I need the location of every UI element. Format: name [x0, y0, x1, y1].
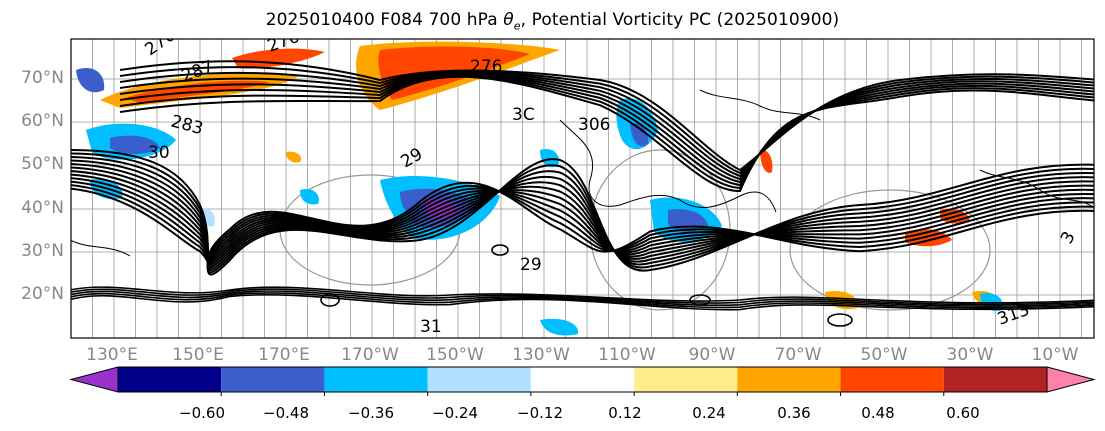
lon-label: 90°W [688, 345, 736, 365]
colorbar-tick-label: −0.24 [432, 404, 478, 422]
lat-label: 50°N [21, 154, 64, 174]
colorbar-swatch [221, 367, 325, 392]
coastline-asia [71, 239, 131, 257]
grey-contour [789, 189, 991, 311]
colorbar-tick-label: 0.60 [946, 404, 980, 422]
colorbar-swatch [634, 367, 738, 392]
lon-label: 110°W [598, 345, 656, 365]
theta-e-contour [119, 73, 1094, 184]
lon-label: 30°W [946, 345, 994, 365]
theta-e-closed-contour [827, 313, 853, 327]
theta-e-contour [119, 72, 1094, 181]
colorbar-tick-label: 0.24 [692, 404, 726, 422]
lat-label: 70°N [21, 68, 64, 88]
coastline-north-america [559, 119, 777, 213]
colorbar-extend-high [1046, 366, 1096, 393]
lat-label: 60°N [21, 111, 64, 131]
lon-label: 170°W [341, 345, 399, 365]
lon-label: 50°W [860, 345, 908, 365]
theta-e-contour [119, 75, 1094, 193]
colorbar-tick-label: −0.36 [348, 404, 394, 422]
theta-e-contour [71, 286, 1094, 304]
shade-negative-strong [110, 135, 160, 154]
theta-e-contour [71, 290, 1094, 307]
theta-e-contour [71, 294, 1094, 311]
lon-label: 150°E [172, 345, 224, 365]
colorbar-tick-label: −0.48 [263, 404, 309, 422]
shade-negative [540, 318, 579, 336]
shade-positive-strong [232, 48, 325, 69]
shade-positive [286, 151, 302, 163]
theta-e-contour [119, 71, 1094, 178]
contour-label: 276 [470, 57, 502, 77]
colorbar-tick-label: 0.48 [861, 404, 895, 422]
shade-negative [300, 188, 319, 205]
colorbar-swatch [118, 367, 222, 392]
theta-e-contour [71, 292, 1094, 309]
theta-e-contour [71, 288, 1094, 306]
theta-e-contour [119, 66, 1094, 175]
shade-negative-strong [630, 123, 649, 147]
colorbar-tick-label: −0.60 [179, 404, 225, 422]
lat-label: 40°N [21, 198, 64, 218]
colorbar-tick-label: 0.36 [777, 404, 811, 422]
contour-label: 29 [520, 255, 542, 275]
lon-label: 10°W [1031, 345, 1079, 365]
shade-positive-strong [760, 149, 773, 173]
colorbar [69, 366, 1096, 396]
contour-label: 3C [512, 105, 535, 125]
colorbar-frame [117, 366, 1048, 393]
colorbar-tick-label: 0.12 [608, 404, 642, 422]
colorbar-swatch [324, 367, 428, 392]
shade-negative [76, 68, 105, 93]
colorbar-tick-label: −0.12 [517, 404, 563, 422]
colorbar-swatch [840, 367, 944, 392]
coastlines [71, 89, 1094, 257]
lat-label: 30°N [21, 241, 64, 261]
lon-label: 130°W [512, 345, 570, 365]
map-title: 2025010400 F084 700 hPa θe, Potential Vo… [265, 10, 840, 33]
colorbar-swatch [737, 367, 841, 392]
theta-e-contour [71, 181, 1094, 264]
coastline-arctic [699, 89, 821, 121]
colorbar-swatch [530, 367, 635, 392]
theta-e-contours [71, 60, 1094, 327]
colorbar-swatch [427, 367, 531, 392]
contour-label: 306 [578, 115, 610, 135]
theta-e-contour [119, 74, 1094, 187]
theta-e-contour [119, 60, 1094, 172]
map-frame [70, 38, 1095, 339]
colorbar-swatch [943, 367, 1047, 392]
lat-label: 20°N [21, 284, 64, 304]
theta-e-contour [119, 74, 1094, 190]
theta-e-closed-contour [689, 294, 711, 306]
lon-label: 150°W [426, 345, 484, 365]
lon-label: 130°E [86, 345, 138, 365]
shade-negative [540, 148, 559, 168]
lon-label: 170°E [258, 345, 310, 365]
theta-e-closed-contour [320, 293, 340, 307]
coastline-europe [979, 169, 1094, 209]
theta-e-closed-contour [491, 244, 509, 256]
contour-label: 31 [420, 317, 442, 337]
colorbar-extend-low [69, 366, 119, 393]
lon-label: 70°W [774, 345, 822, 365]
contour-label: 30 [148, 143, 170, 163]
